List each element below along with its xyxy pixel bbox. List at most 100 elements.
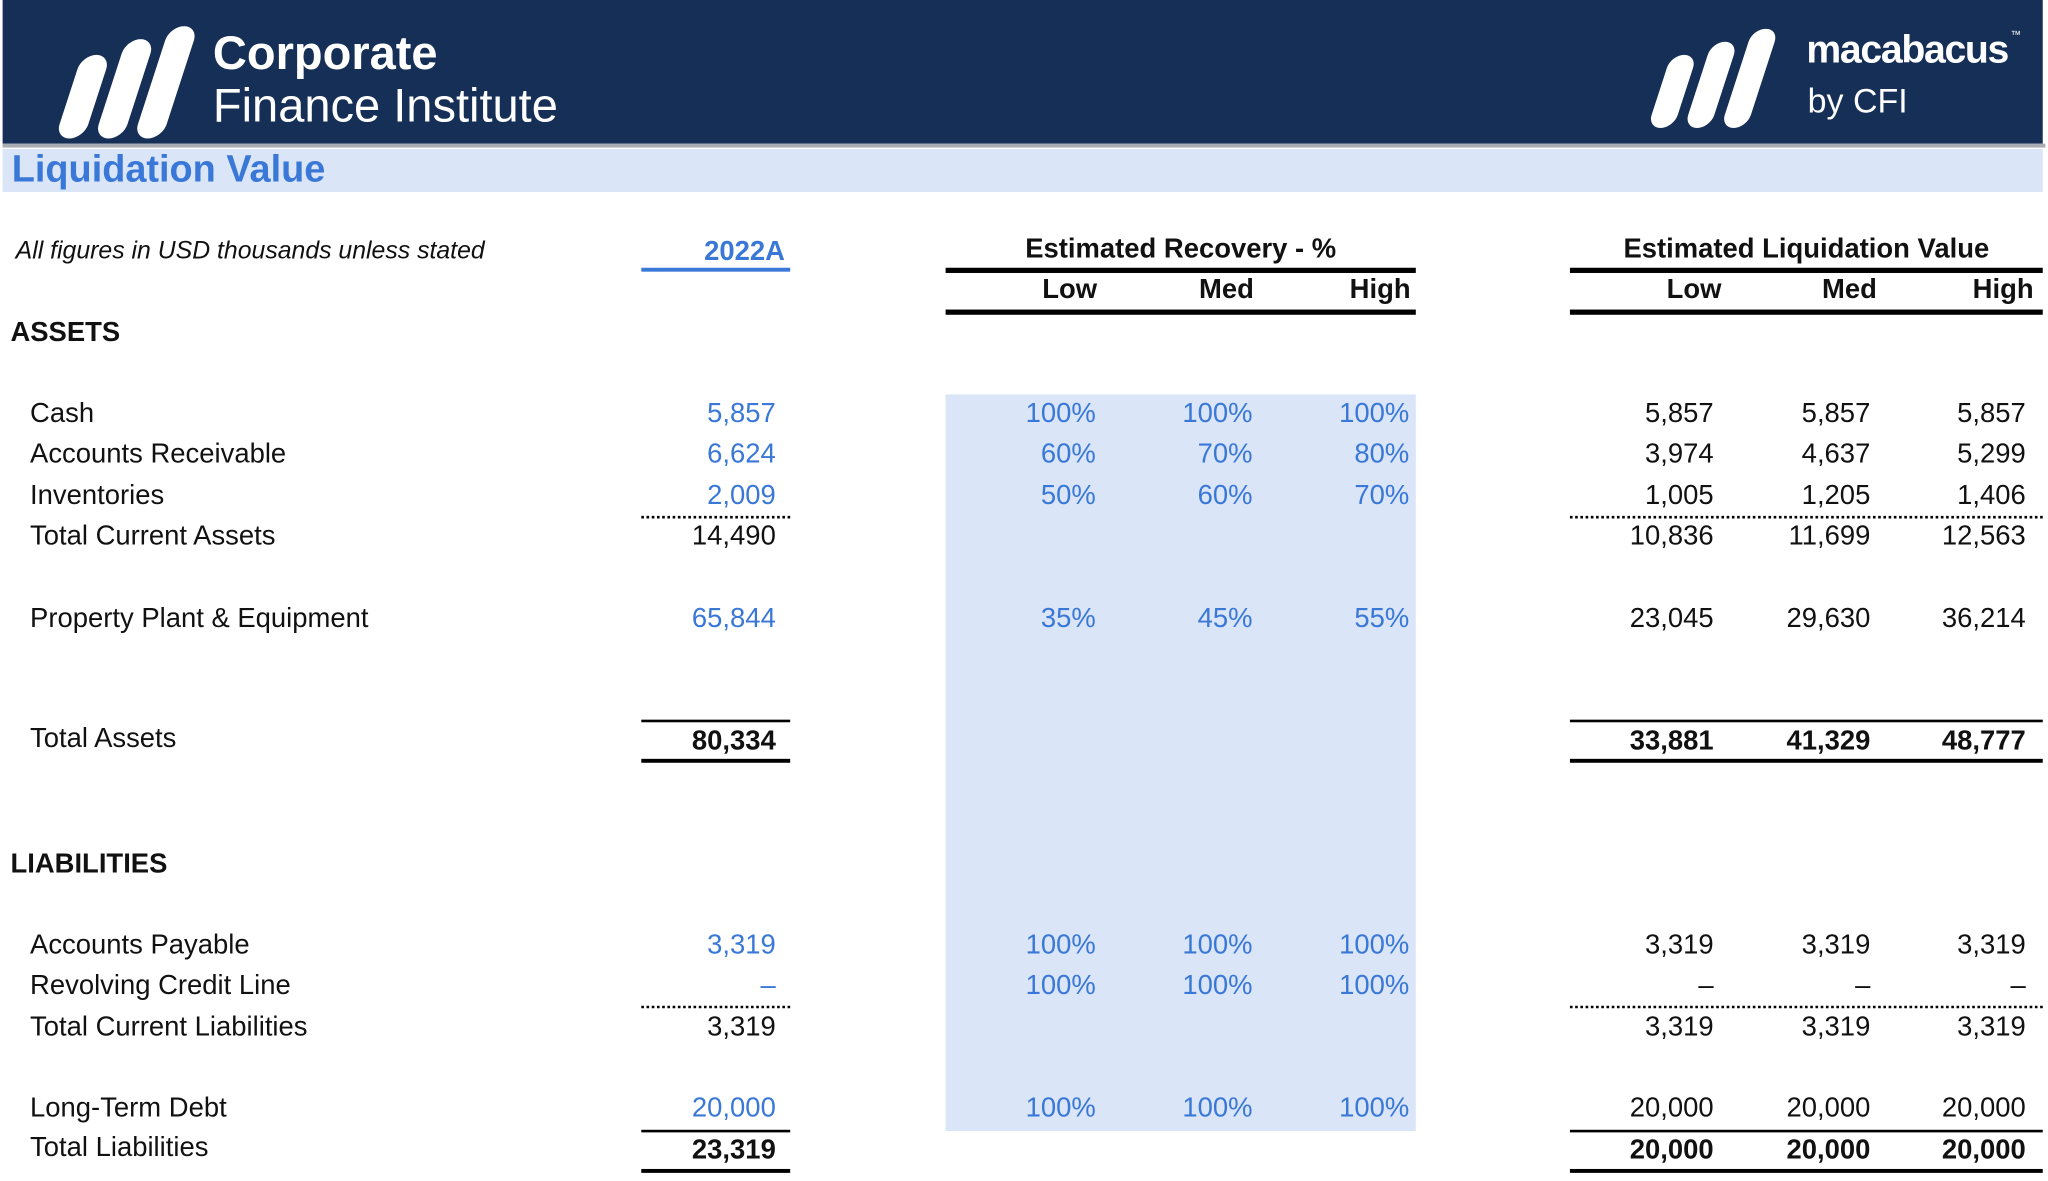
row-label: Property Plant & Equipment <box>30 603 369 634</box>
liquidation-subheader-rule <box>1569 309 2043 315</box>
title-band <box>2 148 2043 192</box>
recovery-col-med: Med <box>1198 274 1254 305</box>
recovery-input-med[interactable]: 100% <box>1182 929 1253 960</box>
brand-right-tm: ™ <box>2010 28 2022 41</box>
recovery-input-low[interactable]: 100% <box>1025 1093 1096 1124</box>
liquidation-value-med: 4,637 <box>1801 438 1871 469</box>
liquidation-value-high: 3,319 <box>1957 929 2026 960</box>
liquidation-value-high: 5,857 <box>1957 398 2026 429</box>
recovery-input-high[interactable]: 70% <box>1354 480 1410 511</box>
liquidation-value-high: 48,777 <box>1941 726 2026 757</box>
year-underline <box>641 267 791 272</box>
macabacus-logo-icon <box>1650 28 1776 128</box>
liquidation-value-high: 12,563 <box>1941 521 2026 552</box>
liquidation-value-low: 10,836 <box>1629 521 1714 552</box>
liquidation-value-med: 5,857 <box>1801 398 1871 429</box>
row-label: Cash <box>30 398 95 429</box>
recovery-input-shading <box>945 394 1416 1132</box>
liquidation-value-high: 5,299 <box>1957 438 2026 469</box>
liquidation-value-high: 36,214 <box>1941 603 2026 634</box>
subtotal-rule <box>641 515 791 519</box>
header-divider <box>2 143 2046 148</box>
liquidation-value-med: 41,329 <box>1786 726 1871 757</box>
recovery-input-med[interactable]: 60% <box>1197 480 1253 511</box>
total-rule-bottom <box>1569 758 2043 763</box>
recovery-input-low[interactable]: 60% <box>1040 438 1096 469</box>
brand-right-name: macabacus <box>1806 28 2009 72</box>
value-input-2022a[interactable]: 6,624 <box>707 438 776 469</box>
brand-right-wordmark: macabacus ™ <box>1806 29 2021 73</box>
total-rule-bottom <box>1569 1168 2043 1173</box>
recovery-input-low[interactable]: 100% <box>1025 398 1096 429</box>
liquidation-col-high: High <box>1972 274 2034 305</box>
row-label: Total Assets <box>30 723 177 754</box>
value-input-2022a[interactable]: 65,844 <box>691 603 776 634</box>
recovery-input-high[interactable]: 100% <box>1339 1093 1410 1124</box>
row-label: Inventories <box>30 480 165 511</box>
total-rule-top <box>641 719 791 723</box>
brand-left-line2: Finance Institute <box>212 78 558 132</box>
recovery-col-high: High <box>1349 274 1411 305</box>
recovery-input-low[interactable]: 100% <box>1025 970 1096 1001</box>
recovery-input-high[interactable]: 100% <box>1339 929 1410 960</box>
liquidation-col-med: Med <box>1822 274 1877 305</box>
value-2022a: 14,490 <box>691 521 776 552</box>
row-label: Revolving Credit Line <box>30 970 291 1001</box>
row-label: Long-Term Debt <box>30 1093 227 1124</box>
section-assets: ASSETS <box>10 317 121 348</box>
recovery-input-med[interactable]: 100% <box>1182 970 1253 1001</box>
liquidation-value-high: 3,319 <box>1957 1012 2026 1043</box>
value-2022a: 3,319 <box>707 1012 776 1043</box>
recovery-input-high[interactable]: 55% <box>1354 603 1410 634</box>
value-input-2022a[interactable]: – <box>760 970 776 1001</box>
recovery-input-high[interactable]: 80% <box>1354 438 1410 469</box>
liquidation-value-med: 11,699 <box>1788 521 1871 552</box>
brand-right-sub: by CFI <box>1807 80 1908 121</box>
recovery-input-med[interactable]: 45% <box>1197 603 1253 634</box>
year-header: 2022A <box>704 236 785 267</box>
recovery-input-high[interactable]: 100% <box>1339 970 1410 1001</box>
value-input-2022a[interactable]: 2,009 <box>707 480 776 511</box>
recovery-subheader-rule <box>945 309 1416 315</box>
units-note: All figures in USD thousands unless stat… <box>15 237 485 266</box>
liquidation-header-rule <box>1569 267 2043 273</box>
value-input-2022a[interactable]: 20,000 <box>691 1093 776 1124</box>
row-label: Accounts Receivable <box>30 438 287 469</box>
recovery-input-low[interactable]: 35% <box>1040 603 1096 634</box>
value-input-2022a[interactable]: 3,319 <box>707 929 776 960</box>
recovery-input-high[interactable]: 100% <box>1339 398 1410 429</box>
liquidation-value-med: 29,630 <box>1786 603 1871 634</box>
subtotal-rule <box>1569 515 2043 519</box>
subtotal-rule <box>1569 1005 2043 1009</box>
recovery-input-med[interactable]: 100% <box>1182 398 1253 429</box>
liquidation-value-low: 33,881 <box>1629 726 1714 757</box>
page-title: Liquidation Value <box>11 148 326 191</box>
liquidation-value-low: 1,005 <box>1644 480 1714 511</box>
liquidation-value-high: 1,406 <box>1957 480 2026 511</box>
recovery-input-low[interactable]: 100% <box>1025 929 1096 960</box>
recovery-col-low: Low <box>1042 274 1098 305</box>
liquidation-value-med: 20,000 <box>1786 1093 1871 1124</box>
total-rule-bottom <box>641 1168 791 1173</box>
value-input-2022a[interactable]: 5,857 <box>707 398 776 429</box>
cfi-logo-icon <box>58 26 195 139</box>
recovery-input-low[interactable]: 50% <box>1040 480 1096 511</box>
section-liabilities: LIABILITIES <box>10 848 168 880</box>
row-label: Total Liabilities <box>30 1132 209 1163</box>
recovery-input-med[interactable]: 70% <box>1197 438 1253 469</box>
header-banner: Corporate Finance Institute macabacus ™ … <box>2 0 2043 144</box>
liquidation-value-low: 20,000 <box>1629 1093 1714 1124</box>
recovery-input-med[interactable]: 100% <box>1182 1093 1253 1124</box>
liquidation-value-med: 1,205 <box>1801 480 1871 511</box>
row-label: Total Current Liabilities <box>30 1012 308 1043</box>
liquidation-value-med: 3,319 <box>1801 1012 1871 1043</box>
total-rule-top <box>1569 1129 2043 1133</box>
liquidation-value-low: – <box>1698 970 1714 1001</box>
liquidation-col-low: Low <box>1666 274 1722 305</box>
row-label: Total Current Assets <box>30 521 276 552</box>
liquidation-value-low: 3,319 <box>1644 1012 1714 1043</box>
row-label: Accounts Payable <box>30 929 250 960</box>
liquidation-value-low: 5,857 <box>1644 398 1714 429</box>
value-2022a: 80,334 <box>691 726 776 757</box>
